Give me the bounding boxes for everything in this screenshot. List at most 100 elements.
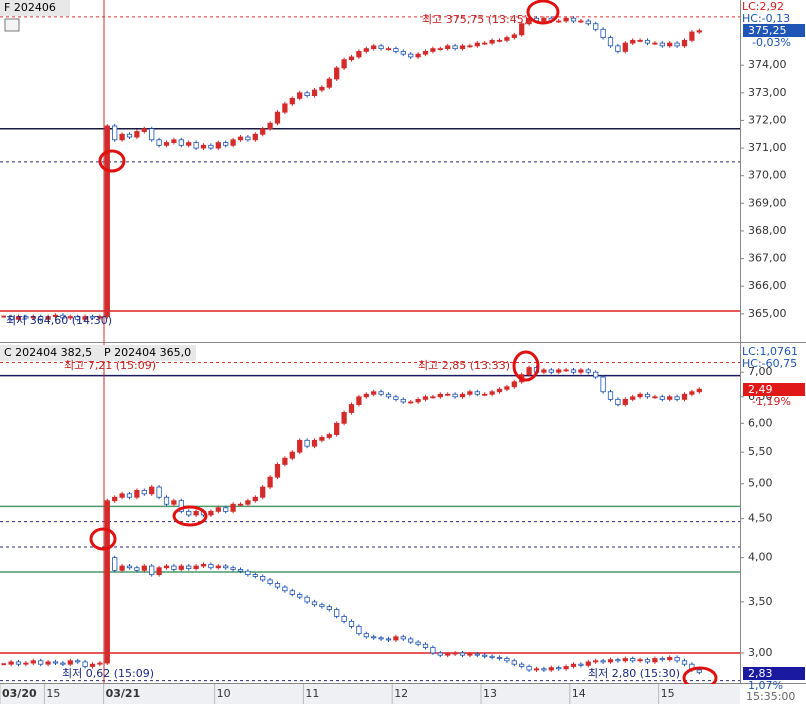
candle	[511, 660, 517, 665]
series-name: F 202406	[4, 1, 56, 14]
header-box	[0, 345, 196, 361]
candle	[371, 636, 377, 639]
candle	[696, 30, 702, 33]
candle	[607, 659, 614, 663]
y-tick-label: 366,00	[748, 279, 787, 292]
candle	[474, 42, 480, 47]
candle	[563, 369, 569, 372]
candle	[445, 393, 451, 396]
candle	[97, 662, 103, 665]
candle	[600, 376, 606, 393]
y-tick-label: 374,00	[748, 58, 787, 71]
candle	[467, 653, 473, 656]
candle	[659, 658, 665, 661]
candle	[385, 48, 392, 51]
candle	[289, 590, 295, 595]
candle	[156, 139, 162, 146]
candle	[215, 507, 221, 512]
candle	[149, 128, 155, 141]
candle	[178, 139, 184, 146]
candle	[496, 39, 503, 42]
candle	[630, 396, 636, 400]
candle	[496, 388, 503, 393]
candle	[467, 391, 473, 395]
candle	[637, 393, 643, 398]
candle	[267, 122, 273, 130]
candle	[82, 661, 88, 667]
candle	[363, 48, 369, 52]
candle	[171, 139, 177, 143]
candle	[452, 652, 458, 655]
candle	[541, 17, 547, 22]
y-tick-label: 5,00	[748, 477, 773, 490]
time-label: 15:35:00	[746, 690, 795, 703]
side-label: -1,19%	[752, 395, 791, 408]
candle	[171, 500, 177, 505]
candle	[578, 20, 584, 23]
candle	[60, 662, 66, 665]
candle	[30, 316, 36, 319]
annotation: 최저 364,60 (14:30)	[6, 314, 112, 327]
candle	[348, 404, 355, 413]
candle	[163, 142, 170, 146]
candle	[119, 493, 125, 498]
y-tick-label: 4,50	[748, 512, 773, 525]
candle	[674, 42, 680, 47]
candle	[696, 669, 702, 673]
candle	[334, 609, 340, 617]
candle	[615, 398, 621, 405]
candle	[371, 391, 377, 395]
candle	[267, 579, 273, 584]
candle	[622, 398, 628, 405]
candle	[89, 316, 96, 319]
candle	[297, 92, 303, 99]
candle	[504, 37, 510, 41]
grid-icon[interactable]	[4, 18, 20, 32]
candle	[637, 659, 643, 662]
candle	[452, 393, 458, 398]
x-tick-label: 15	[661, 687, 675, 700]
y-tick-label: 372,00	[748, 113, 787, 126]
candle	[200, 563, 207, 567]
highlight	[89, 527, 117, 551]
candle	[459, 45, 466, 50]
candle	[215, 142, 221, 149]
candle	[356, 396, 362, 405]
candle	[630, 658, 636, 662]
candle	[223, 142, 229, 146]
candle	[348, 56, 355, 61]
price-box	[743, 383, 805, 396]
candle	[615, 45, 621, 52]
candle	[378, 637, 384, 640]
candle	[274, 583, 281, 588]
candle	[230, 139, 236, 146]
candle	[1, 663, 6, 666]
candle	[607, 391, 614, 400]
candle	[252, 496, 258, 502]
annotation: 최고 7,21 (15:09)	[64, 359, 156, 372]
candle	[430, 647, 436, 654]
candle	[289, 451, 295, 459]
side-label: HC:-0,13	[742, 12, 790, 25]
candle	[45, 661, 51, 665]
candle	[422, 50, 429, 55]
candle	[637, 39, 643, 42]
side-label: 2,83	[748, 667, 773, 680]
candle	[393, 48, 399, 52]
candle	[378, 391, 384, 395]
candle	[652, 658, 658, 663]
candle	[585, 369, 591, 373]
x-tick-label: 12	[394, 687, 408, 700]
candle	[282, 103, 288, 113]
candle	[274, 111, 281, 124]
candle	[134, 567, 140, 571]
candle	[186, 510, 192, 516]
candle	[341, 412, 347, 424]
candle	[526, 666, 532, 671]
candle	[489, 655, 495, 658]
x-tick-label: 10	[217, 687, 231, 700]
candle	[126, 565, 133, 569]
candle	[171, 565, 177, 570]
candle	[622, 42, 628, 52]
